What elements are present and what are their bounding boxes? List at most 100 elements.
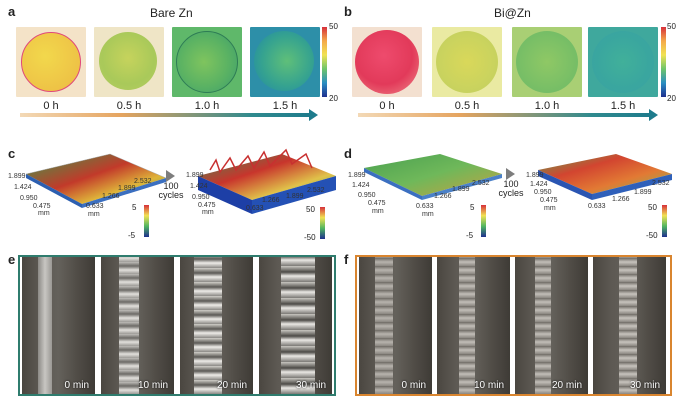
c1-y1: 1.424 (14, 184, 32, 191)
c2-x1: 1.266 (262, 197, 280, 204)
panel-label-d: d (344, 146, 352, 161)
panel-label-f: f (344, 252, 349, 267)
time-arrow-b-head (649, 109, 658, 121)
micrograph-f-20min: 20 min (515, 257, 588, 394)
time-f-3: 30 min (629, 380, 660, 391)
d2-x3: 2.532 (652, 180, 670, 187)
time-e-1: 10 min (137, 380, 168, 391)
time-b-2: 1.0 h (534, 100, 560, 112)
c2-x0: 0.633 (246, 205, 264, 212)
colorbar-c-left-max: 5 (132, 203, 137, 212)
c2-x2: 1.899 (286, 193, 304, 200)
micrograph-e-0min: 0 min (22, 257, 95, 394)
d1-y3: 0.475 (368, 200, 386, 207)
d2-x0: 0.633 (588, 203, 606, 210)
c1-x1: 1.266 (102, 193, 120, 200)
colorbar-d-right-min: -50 (646, 231, 658, 240)
surface-plot-d-before (364, 154, 502, 200)
colorbar-d-right-max: 50 (648, 203, 657, 212)
panel-label-c: c (8, 146, 16, 161)
colorbar-c-right (320, 207, 325, 239)
colorbar-c-right-max: 50 (306, 205, 315, 214)
panel-title-a: Bare Zn (150, 6, 193, 20)
d2-y1: 1.424 (530, 181, 548, 188)
c2-yunit: mm (202, 209, 214, 216)
cycles-c-num: 100 (163, 181, 179, 191)
micrograph-f-10min: 10 min (437, 257, 510, 394)
time-a-0: 0 h (43, 100, 59, 112)
colorbar-d-left-min: -5 (466, 231, 474, 240)
cycles-c-word: cycles (158, 190, 184, 200)
d1-x3: 2.532 (472, 180, 490, 187)
time-a-3: 1.5 h (272, 100, 298, 112)
d1-y1: 1.424 (352, 182, 370, 189)
surface-plot-d-after (538, 154, 672, 200)
c2-y1: 1.424 (190, 183, 208, 190)
micrograph-e-10min: 10 min (101, 257, 174, 394)
micrograph-f-30min: 30 min (593, 257, 666, 394)
d1-y2: 0.950 (358, 192, 376, 199)
micrograph-f-0min: 0 min (359, 257, 432, 394)
c1-y0: 1.899 (8, 173, 26, 180)
cycles-d-word: cycles (498, 188, 524, 198)
d1-x0: 0.633 (416, 203, 434, 210)
time-e-0: 0 min (64, 380, 89, 391)
colorbar-b-min: 20 (667, 94, 676, 103)
time-a-2: 1.0 h (194, 100, 220, 112)
time-a-1: 0.5 h (116, 100, 142, 112)
image-bare-zn-0.5h (94, 27, 164, 97)
c2-y3: 0.475 (198, 202, 216, 209)
c2-y2: 0.950 (192, 194, 210, 201)
c1-y2: 0.950 (20, 195, 38, 202)
d1-y0: 1.899 (348, 172, 366, 179)
panel-e-frame: 0 min 10 min 20 min 30 min (18, 255, 336, 396)
cycles-d-num: 100 (503, 179, 519, 189)
d2-y3: 0.475 (540, 197, 558, 204)
panel-f-frame: 0 min 10 min 20 min 30 min (355, 255, 672, 396)
time-b-3: 1.5 h (610, 100, 636, 112)
image-bi-zn-1.5h (588, 27, 658, 97)
d1-x2: 1.899 (452, 186, 470, 193)
cycles-arrow-c (166, 170, 175, 182)
panel-label-a: a (8, 4, 16, 19)
time-f-1: 10 min (473, 380, 504, 391)
surface-plot-c-after (198, 148, 336, 214)
image-bi-zn-0h (352, 27, 422, 97)
time-arrow-b (358, 113, 650, 117)
colorbar-c-left-min: -5 (128, 231, 136, 240)
c1-y3: 0.475 (33, 203, 51, 210)
colorbar-c-left (144, 205, 149, 237)
cycles-label-d: 100 cycles (496, 180, 526, 198)
d2-x2: 1.899 (634, 189, 652, 196)
time-e-3: 30 min (295, 380, 326, 391)
surface-plot-c-before (25, 153, 167, 208)
cycles-label-c: 100 cycles (156, 182, 186, 200)
colorbar-a (322, 27, 327, 97)
colorbar-c-right-min: -50 (304, 233, 316, 242)
colorbar-b (661, 27, 666, 97)
panel-title-b: Bi@Zn (494, 6, 531, 20)
panel-label-e: e (8, 252, 16, 267)
image-bare-zn-1.5h (250, 27, 320, 97)
image-bare-zn-1.0h (172, 27, 242, 97)
d2-y2: 0.950 (534, 189, 552, 196)
c1-x2: 1.899 (118, 185, 136, 192)
d2-yunit: mm (544, 205, 556, 212)
micrograph-e-20min: 20 min (180, 257, 253, 394)
c1-x0: 0.633 (86, 203, 104, 210)
time-arrow-a-head (309, 109, 318, 121)
c2-y0: 1.899 (186, 172, 204, 179)
colorbar-a-max: 50 (329, 22, 338, 31)
image-bi-zn-0.5h (432, 27, 502, 97)
c2-x3: 2.532 (307, 187, 325, 194)
time-e-2: 20 min (216, 380, 247, 391)
time-f-2: 20 min (551, 380, 582, 391)
c1-x3: 2.532 (134, 178, 152, 185)
time-b-1: 0.5 h (454, 100, 480, 112)
colorbar-d-left (481, 205, 486, 237)
time-b-0: 0 h (379, 100, 395, 112)
cycles-arrow-d (506, 168, 515, 180)
c1-xunit: mm (88, 211, 100, 218)
d1-xunit: mm (422, 211, 434, 218)
d2-y0: 1.899 (526, 172, 544, 179)
